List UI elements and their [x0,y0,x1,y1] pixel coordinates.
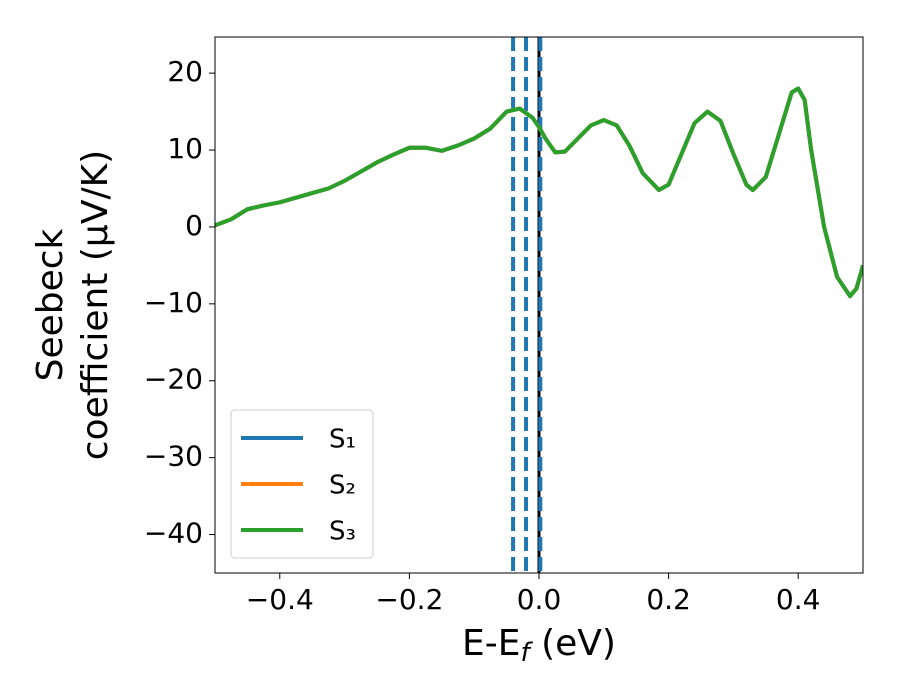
y-axis-label: Seebeck coefficient (μV/K) [30,150,116,460]
y-tick-label: 0 [185,209,203,242]
y-tick-label: 10 [167,132,203,165]
plot-frame [214,36,864,574]
x-axis-label: E-Ef (eV) [462,623,616,668]
y-label-line: Seebeck [30,228,71,381]
x-tick-label: 0.4 [776,583,821,616]
x-tick-label: −0.2 [375,583,443,616]
legend-label: S₁ [329,425,356,455]
y-label-line: coefficient (μV/K) [75,150,116,460]
y-tick-label: −10 [144,286,203,319]
legend-label: S₂ [329,471,356,501]
x-label-part: (eV) [530,623,616,664]
legend: S₁ S₂ S₃ [230,409,374,559]
y-tick-label: −40 [144,517,203,550]
x-tick-label: 0.0 [517,583,562,616]
x-tick-label: −0.4 [246,583,314,616]
y-tick-label: 20 [167,55,203,88]
x-label-part: E-E [462,623,520,664]
x-tick-label: 0.2 [646,583,691,616]
y-tick-label: −30 [144,440,203,473]
y-tick-label: −20 [144,363,203,396]
series-line [215,86,863,299]
legend-label: S₃ [329,517,356,547]
